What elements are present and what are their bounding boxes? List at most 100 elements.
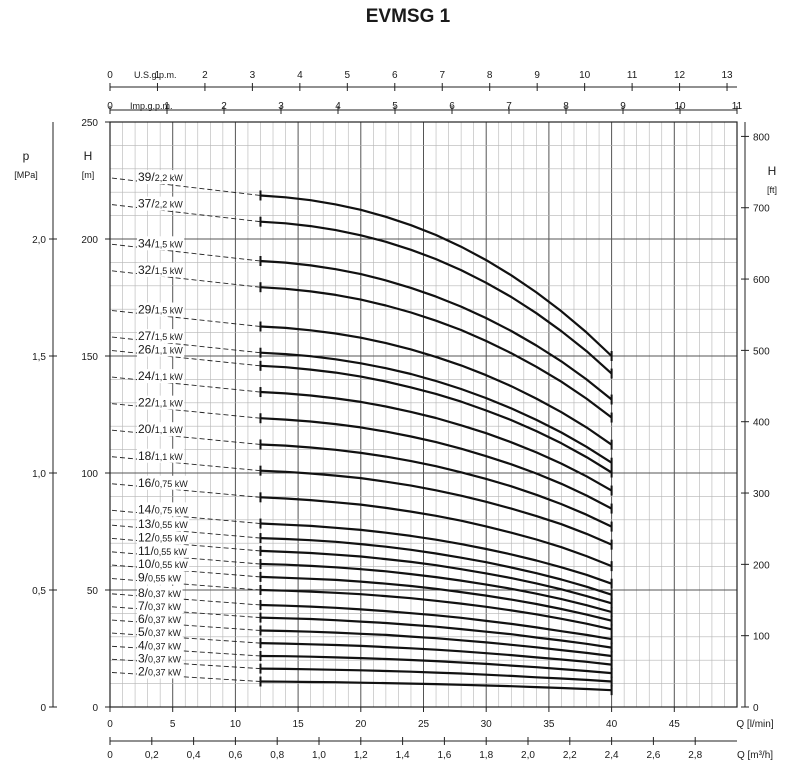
series-leader-line — [111, 645, 261, 657]
feet-tick-label: 100 — [753, 632, 770, 643]
series-label-background — [137, 170, 185, 185]
q-lmin-tick-label: 25 — [418, 719, 430, 730]
series-leader-line — [111, 456, 261, 472]
series-label-power: 0,55 kW — [155, 560, 189, 570]
series-label-background — [137, 196, 185, 211]
series-label-power: 0,55 kW — [148, 574, 182, 584]
series-label-background — [137, 517, 190, 532]
series-labels: 2/0,37 kW3/0,37 kW4/0,37 kW5/0,37 kW6/0,… — [111, 170, 261, 682]
feet-tick-label: 300 — [753, 489, 770, 500]
series-leader-line — [111, 204, 261, 223]
series-curve — [260, 654, 612, 675]
series-curve — [260, 522, 612, 585]
series-label-power: 0,37 kW — [148, 602, 182, 612]
series-label: 12/0,55 kW — [138, 530, 188, 544]
imp-gpm-tick-label: 5 — [392, 101, 398, 112]
series-curve — [260, 588, 612, 631]
series-label: 11/0,55 kW — [138, 544, 187, 558]
q-lmin-tick-label: 0 — [107, 719, 113, 730]
series-label-power: 1,1 kW — [155, 399, 184, 409]
q-m3h-tick-label: 2,0 — [521, 750, 535, 761]
series-curve — [260, 667, 612, 683]
series-label-number: 7/ — [138, 599, 149, 613]
series-label-number: 39/ — [138, 170, 155, 184]
series-leader-line — [111, 606, 261, 619]
pressure-tick-label: 0,5 — [32, 586, 46, 597]
series-leader-line — [111, 593, 261, 606]
series-label: 13/0,55 kW — [138, 517, 188, 531]
series-curve — [260, 496, 613, 568]
series-curve — [260, 390, 613, 492]
series-label-background — [137, 570, 183, 585]
chart-title: EVMSG 1 — [366, 6, 451, 27]
us-gpm-tick-label: 5 — [345, 70, 351, 81]
series-label-background — [137, 502, 190, 517]
series-label-number: 2/ — [138, 664, 149, 678]
series-curve — [260, 417, 613, 510]
series-label-number: 20/ — [138, 422, 155, 436]
q-lmin-tick-label: 15 — [293, 719, 305, 730]
series-leader-line — [111, 524, 261, 539]
us-gpm-tick-label: 11 — [627, 70, 638, 81]
series-label-number: 26/ — [138, 343, 155, 357]
series-label: 7/0,37 kW — [138, 599, 182, 613]
us-gpm-tick-label: 6 — [392, 70, 398, 81]
q-lmin-tick-label: 30 — [481, 719, 493, 730]
pressure-tick-label: 1,0 — [32, 469, 46, 480]
feet-axis-label: H — [768, 164, 777, 178]
series-label-background — [137, 612, 183, 627]
q-m3h-tick-label: 2,4 — [605, 750, 619, 761]
series-label-background — [137, 598, 183, 613]
imp-gpm-tick-label: 3 — [278, 101, 284, 112]
h-axis-label: H — [84, 149, 93, 163]
series-label: 2/0,37 kW — [138, 664, 182, 678]
series-label-power: 1,1 kW — [155, 346, 184, 356]
series-label-power: 1,5 kW — [155, 266, 184, 276]
us-gpm-tick-label: 1 — [155, 70, 161, 81]
imp-gpm-tick-label: 10 — [674, 101, 686, 112]
series-label-background — [137, 236, 185, 251]
series-curve — [260, 443, 613, 528]
series-label-power: 1,5 kW — [155, 306, 184, 316]
series-label-power: 1,5 kW — [155, 239, 184, 249]
h-axis-unit: [m] — [82, 170, 95, 180]
series-curve — [260, 562, 612, 614]
series-leader-line — [111, 632, 261, 644]
series-label-power: 0,37 kW — [148, 615, 182, 625]
series-label-number: 12/ — [138, 530, 155, 544]
series-leader-line — [111, 310, 261, 327]
us-gpm-tick-label: 2 — [202, 70, 208, 81]
series-label-power: 0,37 kW — [148, 654, 182, 664]
q-m3h-tick-label: 1,6 — [437, 750, 451, 761]
h-tick-label: 100 — [81, 469, 98, 480]
pressure-tick-label: 0 — [40, 703, 46, 714]
series-label-number: 5/ — [138, 625, 149, 639]
series-label: 24/1,1 kW — [138, 369, 183, 383]
series-leader-line — [111, 336, 261, 354]
series-label-background — [137, 329, 185, 344]
series-label: 14/0,75 kW — [138, 502, 188, 516]
series-curve — [260, 325, 613, 446]
q-m3h-tick-label: 2,8 — [688, 750, 702, 761]
series-curve — [260, 642, 612, 666]
h-tick-label: 50 — [87, 586, 99, 597]
series-label: 37/2,2 kW — [138, 197, 183, 211]
h-tick-label: 250 — [81, 118, 98, 129]
series-label: 29/1,5 kW — [138, 303, 183, 317]
h-tick-label: 200 — [81, 235, 98, 246]
series-leader-line — [111, 483, 261, 498]
us-gpm-tick-label: 4 — [297, 70, 303, 81]
us-gpm-tick-label: 9 — [534, 70, 540, 81]
series-label-power: 0,37 kW — [148, 628, 182, 638]
series-curve — [260, 549, 612, 605]
imp-gpm-tick-label: 2 — [221, 101, 227, 112]
series-label-power: 1,5 kW — [155, 332, 184, 342]
series-label: 4/0,37 kW — [138, 638, 182, 652]
series-label-background — [137, 369, 185, 384]
pressure-axis-unit: [MPa] — [14, 170, 38, 180]
series-label-background — [137, 448, 185, 463]
series-label-number: 4/ — [138, 638, 149, 652]
series-curve — [260, 629, 612, 658]
